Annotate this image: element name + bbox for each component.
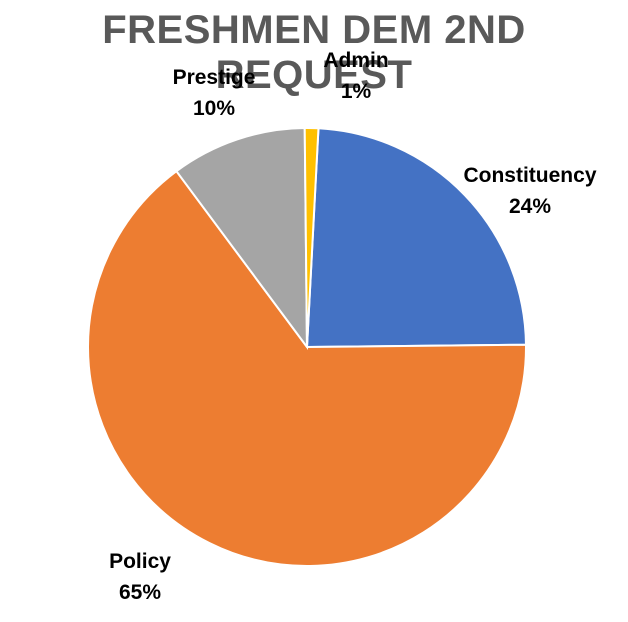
slice-label-prestige: Prestige — [173, 66, 256, 89]
slice-value-prestige: 10% — [193, 97, 235, 120]
pie-slice-constituency — [305, 127, 527, 349]
slice-label-admin: Admin — [323, 49, 388, 72]
pie-labels: Constituency 24% Policy 65% Prestige 10% Admin… — [109, 49, 597, 604]
slice-value-constituency: 24% — [509, 195, 551, 218]
pie-slice-prestige — [175, 127, 309, 351]
slice-label-constituency: Constituency — [463, 164, 596, 187]
slice-label-policy: Policy — [109, 550, 171, 573]
pie-slice-admin — [303, 127, 320, 348]
chart-title: FRESHMEN DEM 2ND REQUEST — [102, 8, 526, 97]
pie-slices — [87, 127, 527, 567]
pie-slice-policy — [87, 169, 527, 567]
slice-value-admin: 1% — [341, 80, 372, 103]
slice-value-policy: 65% — [119, 581, 161, 604]
